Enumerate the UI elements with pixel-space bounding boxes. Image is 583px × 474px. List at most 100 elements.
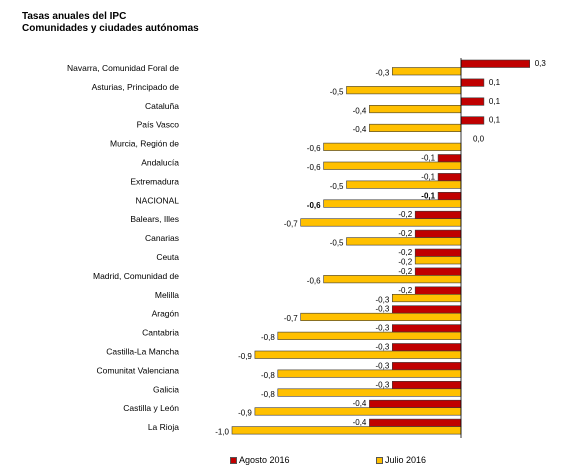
category-label: Extremadura [130, 176, 179, 186]
bar-agosto [460, 78, 485, 87]
bar-julio [323, 199, 462, 208]
data-label-julio: -0,5 [330, 87, 344, 96]
data-label-julio: -0,8 [261, 333, 275, 342]
category-label: Cataluña [145, 101, 179, 111]
data-label-agosto: -0,2 [398, 248, 412, 257]
data-label-julio: -0,5 [330, 182, 344, 191]
bar-julio [323, 142, 462, 151]
bar-julio [346, 180, 462, 189]
bar-julio [277, 388, 462, 397]
data-label-agosto: -0,4 [353, 418, 367, 427]
data-label-agosto: -0,3 [376, 305, 390, 314]
bar-julio [346, 237, 462, 246]
data-label-julio: -0,7 [284, 314, 298, 323]
category-label: Ceuta [156, 252, 179, 262]
data-label-agosto: -0,3 [376, 361, 390, 370]
legend-julio: Julio 2016 [376, 455, 426, 465]
data-label-julio: -0,6 [307, 276, 321, 285]
bar-agosto [414, 267, 462, 276]
bar-julio [254, 407, 462, 416]
data-label-agosto: 0,3 [535, 59, 547, 68]
data-label-julio: -0,4 [353, 106, 367, 115]
category-label: La Rioja [148, 422, 179, 432]
bar-agosto [391, 305, 462, 314]
category-label: Murcia, Región de [110, 139, 179, 149]
data-label-agosto: 0,0 [473, 135, 485, 144]
legend-julio-label: Julio 2016 [385, 455, 427, 465]
bar-julio [300, 218, 462, 227]
bar-julio [391, 67, 462, 76]
data-label-agosto: -0,3 [376, 324, 390, 333]
data-label-julio: -1,0 [215, 428, 229, 437]
category-label: Comunitat Valenciana [96, 365, 179, 375]
bar-agosto [437, 192, 462, 201]
category-label: Canarias [145, 233, 179, 243]
data-label-julio: -0,5 [330, 239, 344, 248]
data-label-agosto: -0,3 [376, 343, 390, 352]
data-label-julio: -0,6 [307, 201, 321, 210]
bar-julio [369, 123, 462, 132]
data-label-agosto: 0,1 [489, 97, 501, 106]
category-label: Andalucía [141, 158, 179, 168]
bar-julio [254, 350, 462, 359]
data-label-julio: -0,8 [261, 390, 275, 399]
data-label-agosto: -0,1 [421, 172, 435, 181]
category-label: Galicia [153, 384, 179, 394]
bar-agosto [437, 154, 462, 163]
category-label: Madrid, Comunidad de [93, 271, 179, 281]
legend-agosto-swatch [230, 456, 237, 464]
bar-agosto [437, 173, 462, 182]
bar-agosto [391, 362, 462, 371]
chart-subtitle: Comunidades y ciudades autónomas [22, 23, 199, 34]
category-label: Cantabria [142, 328, 179, 338]
bar-agosto [369, 418, 462, 427]
bar-agosto [460, 116, 485, 125]
bar-julio [414, 256, 462, 265]
data-label-julio: -0,3 [376, 69, 390, 78]
bar-agosto [460, 59, 530, 68]
category-label: Asturias, Principado de [92, 82, 180, 92]
bar-julio [323, 275, 462, 284]
category-label: Balears, Illes [130, 214, 179, 224]
data-label-agosto: -0,2 [398, 286, 412, 295]
data-label-julio: -0,9 [238, 409, 252, 418]
bar-agosto [414, 248, 462, 257]
bar-agosto [414, 229, 462, 238]
bar-julio [323, 161, 462, 170]
bar-julio [346, 86, 462, 95]
bar-agosto [369, 399, 462, 409]
category-label: País Vasco [137, 120, 180, 130]
data-label-julio: -0,6 [307, 144, 321, 153]
data-label-julio: -0,9 [238, 352, 252, 361]
bar-agosto [391, 343, 462, 352]
data-label-julio: -0,7 [284, 220, 298, 229]
data-label-agosto: -0,4 [353, 399, 367, 408]
data-label-agosto: -0,3 [376, 380, 390, 389]
chart-title: Tasas anuales del IPC [22, 11, 127, 22]
data-label-agosto: -0,1 [421, 191, 435, 200]
category-label: Navarra, Comunidad Foral de [67, 63, 179, 73]
bar-julio [231, 426, 462, 435]
data-label-julio: -0,4 [353, 125, 367, 134]
data-label-julio: -0,2 [398, 258, 412, 267]
category-label: Castilla y León [123, 403, 179, 413]
data-label-agosto: -0,2 [398, 210, 412, 219]
data-label-agosto: -0,2 [398, 229, 412, 238]
data-label-julio: -0,8 [261, 371, 275, 380]
bar-agosto [460, 97, 485, 106]
bar-julio [277, 369, 462, 378]
bar-julio [277, 331, 462, 340]
chart-title-block: Tasas anuales del IPC Comunidades y ciud… [22, 11, 199, 35]
category-label: Melilla [155, 290, 179, 300]
data-label-agosto: -0,2 [398, 267, 412, 276]
legend-julio-swatch [376, 456, 383, 464]
bar-agosto [391, 324, 462, 333]
data-label-agosto: 0,1 [489, 116, 501, 125]
data-label-julio: -0,6 [307, 163, 321, 172]
data-label-julio: -0,3 [376, 295, 390, 304]
legend-agosto-label: Agosto 2016 [239, 455, 290, 465]
bar-julio [369, 105, 462, 114]
category-label: Castilla-La Mancha [106, 347, 179, 357]
legend-agosto: Agosto 2016 [230, 455, 290, 465]
